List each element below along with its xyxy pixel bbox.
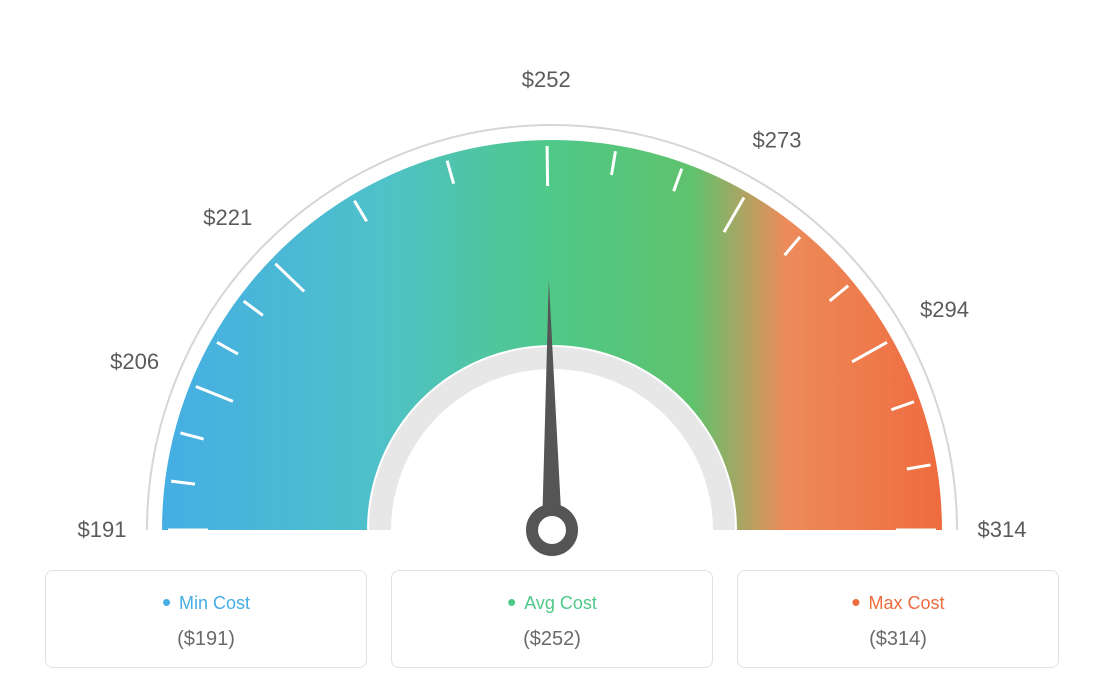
legend-value-avg: ($252)	[392, 628, 712, 651]
legend-card-max: Max Cost ($314)	[737, 570, 1059, 668]
svg-text:$191: $191	[78, 517, 127, 542]
svg-text:$314: $314	[978, 517, 1027, 542]
gauge-area: $191 $206 $221 $252 $273 $294 $314	[0, 0, 1104, 560]
legend-label-min: Min Cost	[46, 587, 366, 618]
svg-text:$273: $273	[753, 127, 802, 152]
svg-text:$252: $252	[522, 67, 571, 92]
legend-card-min: Min Cost ($191)	[45, 570, 367, 668]
legend-label-max: Max Cost	[738, 587, 1058, 618]
legend-value-min: ($191)	[46, 628, 366, 651]
svg-text:$294: $294	[920, 297, 969, 322]
legend-card-avg: Avg Cost ($252)	[391, 570, 713, 668]
legend-row: Min Cost ($191) Avg Cost ($252) Max Cost…	[0, 570, 1104, 668]
svg-text:$221: $221	[203, 205, 252, 230]
legend-label-avg: Avg Cost	[392, 587, 712, 618]
gauge-chart: $191 $206 $221 $252 $273 $294 $314	[0, 0, 1104, 560]
cost-gauge-container: $191 $206 $221 $252 $273 $294 $314 Min Cost ($…	[0, 0, 1104, 690]
svg-text:$206: $206	[110, 349, 159, 374]
legend-value-max: ($314)	[738, 628, 1058, 651]
